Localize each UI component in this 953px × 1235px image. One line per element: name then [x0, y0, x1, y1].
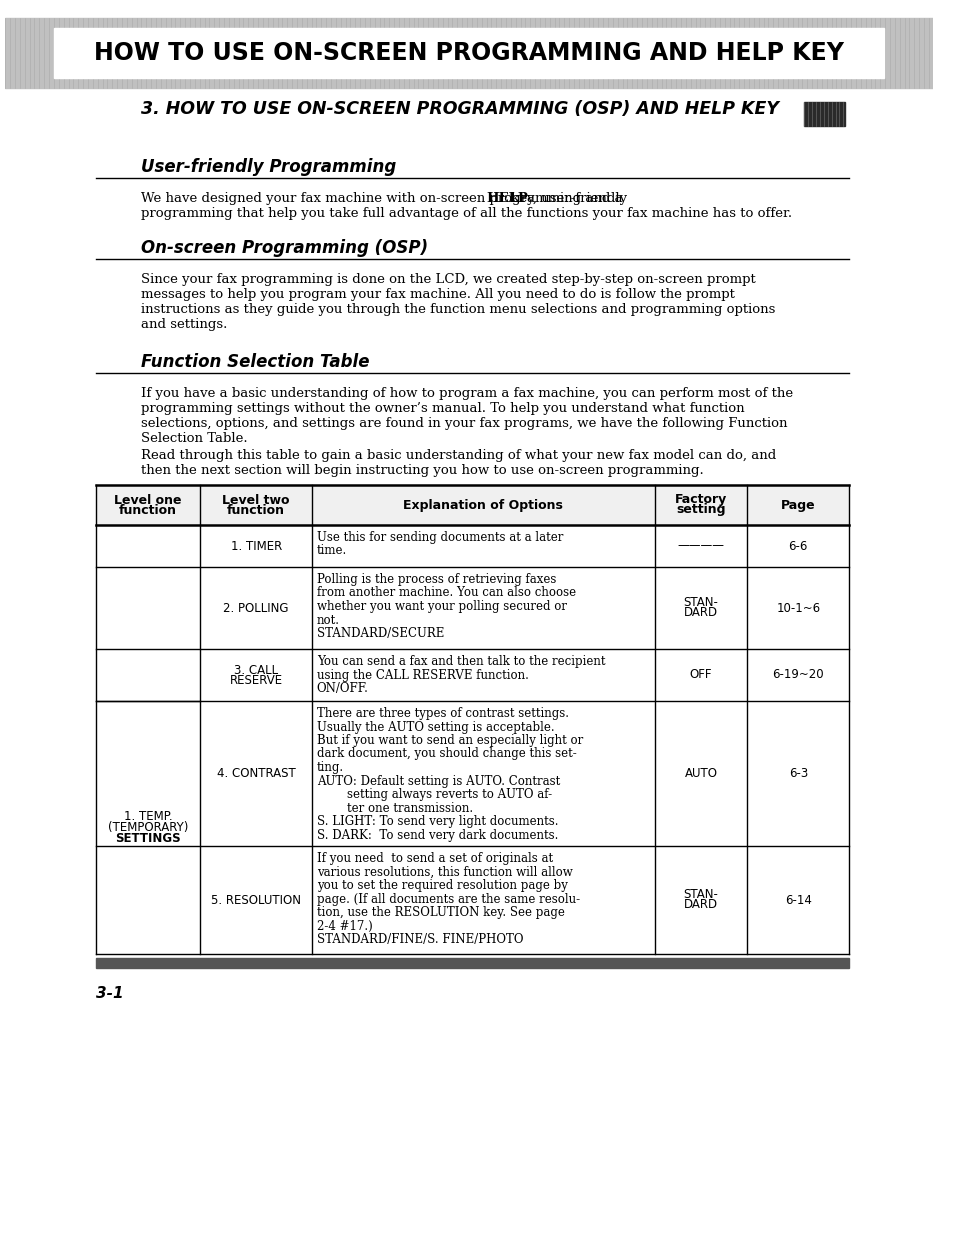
Text: (TEMPORARY): (TEMPORARY): [108, 821, 188, 834]
Bar: [803, 103, 844, 126]
Text: then the next section will begin instructing you how to use on-screen programmin: then the next section will begin instruc…: [141, 464, 703, 477]
Text: HELP: HELP: [486, 191, 528, 205]
Text: time.: time.: [316, 545, 347, 557]
Text: from another machine. You can also choose: from another machine. You can also choos…: [316, 587, 576, 599]
Text: User-friendly Programming: User-friendly Programming: [141, 158, 396, 177]
Bar: [6, 19, 932, 88]
Text: whether you want your polling secured or: whether you want your polling secured or: [316, 600, 566, 613]
Text: STAN-: STAN-: [683, 888, 718, 902]
Text: But if you want to send an especially light or: But if you want to send an especially li…: [316, 734, 582, 747]
Bar: [54, 28, 883, 78]
Text: You can send a fax and then talk to the recipient: You can send a fax and then talk to the …: [316, 655, 605, 668]
Text: Since your fax programming is done on the LCD, we created step-by-step on-screen: Since your fax programming is done on th…: [141, 273, 756, 287]
Text: RESERVE: RESERVE: [230, 673, 282, 687]
Text: Level two: Level two: [222, 494, 290, 506]
Text: 1. TIMER: 1. TIMER: [231, 540, 281, 552]
Bar: [95, 650, 848, 701]
Text: S. LIGHT: To send very light documents.: S. LIGHT: To send very light documents.: [316, 815, 558, 827]
Text: 6-3: 6-3: [788, 767, 807, 781]
Text: Function Selection Table: Function Selection Table: [141, 353, 370, 370]
Text: function: function: [227, 504, 285, 516]
Text: Polling is the process of retrieving faxes: Polling is the process of retrieving fax…: [316, 573, 556, 585]
Text: 6-6: 6-6: [788, 540, 807, 552]
Text: We have designed your fax machine with on-screen programming and a: We have designed your fax machine with o…: [141, 191, 627, 205]
Text: setting: setting: [676, 504, 725, 516]
Text: Usually the AUTO setting is acceptable.: Usually the AUTO setting is acceptable.: [316, 720, 554, 734]
Text: Use this for sending documents at a later: Use this for sending documents at a late…: [316, 531, 562, 543]
Text: messages to help you program your fax machine. All you need to do is follow the : messages to help you program your fax ma…: [141, 288, 735, 301]
Text: programming settings without the owner’s manual. To help you understand what fun: programming settings without the owner’s…: [141, 403, 744, 415]
Text: key, user-friendly: key, user-friendly: [507, 191, 627, 205]
Text: Read through this table to gain a basic understanding of what your new fax model: Read through this table to gain a basic …: [141, 450, 776, 462]
Text: AUTO: AUTO: [684, 767, 717, 781]
Text: DARD: DARD: [683, 606, 718, 620]
Bar: [95, 958, 848, 968]
Text: page. (If all documents are the same resolu-: page. (If all documents are the same res…: [316, 893, 579, 905]
Text: and settings.: and settings.: [141, 317, 228, 331]
Text: dark document, you should change this set-: dark document, you should change this se…: [316, 747, 576, 761]
Text: 1. TEMP.: 1. TEMP.: [124, 810, 172, 823]
Text: 2. POLLING: 2. POLLING: [223, 601, 289, 615]
Text: On-screen Programming (OSP): On-screen Programming (OSP): [141, 240, 428, 257]
Text: using the CALL RESERVE function.: using the CALL RESERVE function.: [316, 668, 528, 682]
Text: function: function: [119, 504, 177, 516]
Bar: [95, 567, 848, 650]
Text: Explanation of Options: Explanation of Options: [403, 499, 562, 511]
Text: 3. CALL: 3. CALL: [233, 663, 278, 677]
Text: 5. RESOLUTION: 5. RESOLUTION: [211, 893, 301, 906]
Text: setting always reverts to AUTO af-: setting always reverts to AUTO af-: [316, 788, 552, 802]
Text: Factory: Factory: [675, 494, 726, 506]
Text: 4. CONTRAST: 4. CONTRAST: [216, 767, 295, 781]
Text: you to set the required resolution page by: you to set the required resolution page …: [316, 879, 567, 892]
Text: DARD: DARD: [683, 899, 718, 911]
Text: STANDARD/FINE/S. FINE/PHOTO: STANDARD/FINE/S. FINE/PHOTO: [316, 932, 523, 946]
Bar: [95, 485, 848, 525]
Text: Level one: Level one: [114, 494, 182, 506]
Text: STAN-: STAN-: [683, 597, 718, 610]
Text: Selection Table.: Selection Table.: [141, 432, 248, 445]
Text: selections, options, and settings are found in your fax programs, we have the fo: selections, options, and settings are fo…: [141, 417, 787, 430]
Text: programming that help you take full advantage of all the functions your fax mach: programming that help you take full adva…: [141, 207, 792, 220]
Text: There are three types of contrast settings.: There are three types of contrast settin…: [316, 706, 568, 720]
Text: If you have a basic understanding of how to program a fax machine, you can perfo: If you have a basic understanding of how…: [141, 387, 793, 400]
Bar: [95, 846, 848, 953]
Text: OFF: OFF: [689, 668, 712, 682]
Text: 6-14: 6-14: [784, 893, 811, 906]
Text: ON/OFF.: ON/OFF.: [316, 682, 368, 695]
Text: SETTINGS: SETTINGS: [115, 832, 181, 845]
Text: instructions as they guide you through the function menu selections and programm: instructions as they guide you through t…: [141, 303, 775, 316]
Text: 3-1: 3-1: [95, 986, 123, 1002]
Text: 6-19~20: 6-19~20: [772, 668, 823, 682]
Text: 2-4 #17.): 2-4 #17.): [316, 920, 373, 932]
Text: 10-1~6: 10-1~6: [776, 601, 820, 615]
Text: ————: ————: [677, 540, 724, 552]
Text: If you need  to send a set of originals at: If you need to send a set of originals a…: [316, 852, 553, 864]
Text: various resolutions, this function will allow: various resolutions, this function will …: [316, 866, 572, 878]
Text: ting.: ting.: [316, 761, 344, 774]
Bar: [95, 525, 848, 567]
Text: AUTO: Default setting is AUTO. Contrast: AUTO: Default setting is AUTO. Contrast: [316, 774, 559, 788]
Text: ter one transmission.: ter one transmission.: [316, 802, 473, 815]
Text: S. DARK:  To send very dark documents.: S. DARK: To send very dark documents.: [316, 829, 558, 841]
Text: Page: Page: [781, 499, 815, 511]
Text: 3. HOW TO USE ON-SCREEN PROGRAMMING (OSP) AND HELP KEY: 3. HOW TO USE ON-SCREEN PROGRAMMING (OSP…: [141, 100, 779, 119]
Text: not.: not.: [316, 614, 339, 626]
Text: STANDARD/SECURE: STANDARD/SECURE: [316, 627, 444, 640]
Bar: [95, 701, 848, 846]
Text: tion, use the RESOLUTION key. See page: tion, use the RESOLUTION key. See page: [316, 906, 564, 919]
Text: HOW TO USE ON-SCREEN PROGRAMMING AND HELP KEY: HOW TO USE ON-SCREEN PROGRAMMING AND HEL…: [94, 41, 843, 65]
